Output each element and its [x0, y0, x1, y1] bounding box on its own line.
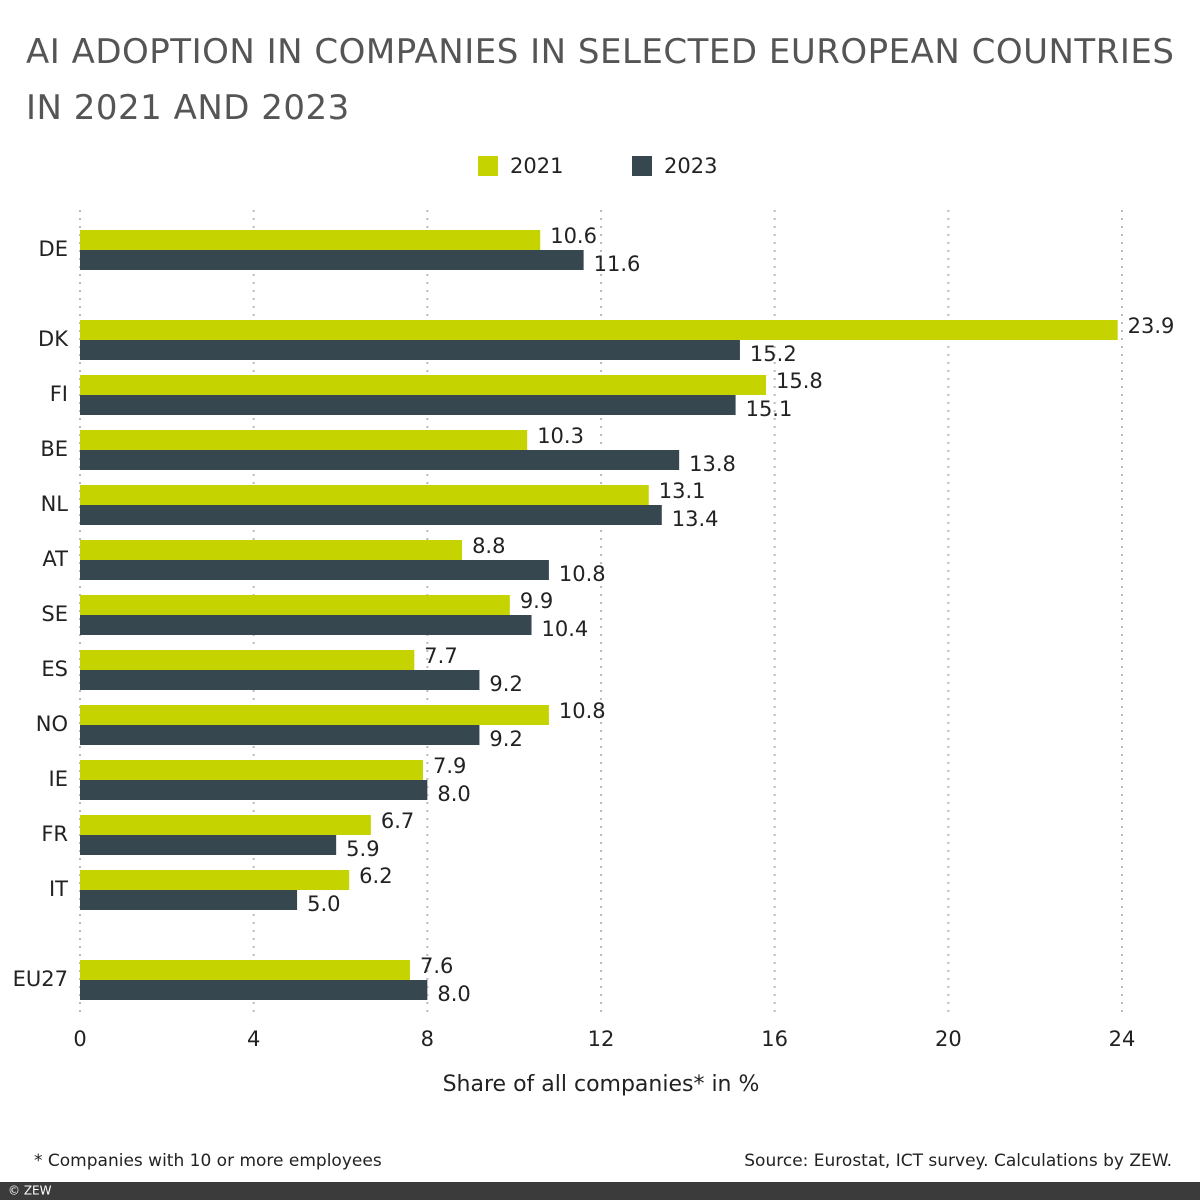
value-label: 8.0 [437, 782, 470, 806]
value-label: 15.2 [750, 342, 797, 366]
x-tick-label: 4 [247, 1027, 260, 1051]
bar [80, 835, 337, 855]
bar [80, 320, 1118, 340]
bar [80, 980, 428, 1000]
bar [80, 670, 480, 690]
y-tick-label: ES [41, 657, 68, 681]
bar [80, 230, 541, 250]
bar [80, 560, 549, 580]
bar [80, 485, 649, 505]
legend-swatch [478, 156, 498, 176]
bar [80, 595, 510, 615]
y-tick-label: FR [41, 822, 68, 846]
value-label: 15.1 [746, 397, 793, 421]
legend-label: 2021 [510, 154, 563, 178]
footnote: * Companies with 10 or more employees [34, 1151, 382, 1171]
bar [80, 395, 736, 415]
value-label: 10.8 [559, 699, 606, 723]
bar [80, 250, 584, 270]
value-label: 7.9 [433, 754, 466, 778]
bar [80, 375, 766, 395]
value-label: 9.2 [489, 672, 522, 696]
value-label: 11.6 [594, 252, 641, 276]
bar [80, 705, 549, 725]
value-label: 13.4 [672, 507, 719, 531]
value-label: 10.6 [550, 224, 597, 248]
legend-swatch [632, 156, 652, 176]
value-label: 13.1 [659, 479, 706, 503]
y-tick-label: DK [38, 327, 69, 351]
value-label: 9.9 [520, 589, 553, 613]
bar [80, 430, 528, 450]
bar [80, 760, 423, 780]
value-label: 9.2 [489, 727, 522, 751]
bar [80, 650, 415, 670]
source: Source: Eurostat, ICT survey. Calculatio… [744, 1151, 1172, 1171]
bar [80, 725, 480, 745]
footer-bar [0, 1182, 1200, 1200]
y-tick-label: NL [41, 492, 69, 516]
bar [80, 540, 463, 560]
x-tick-label: 12 [588, 1027, 615, 1051]
value-label: 13.8 [689, 452, 736, 476]
y-tick-label: FI [50, 382, 68, 406]
bar [80, 890, 298, 910]
x-tick-label: 20 [935, 1027, 962, 1051]
value-label: 10.4 [542, 617, 589, 641]
bar [80, 815, 371, 835]
value-label: 5.0 [307, 892, 340, 916]
value-label: 8.8 [472, 534, 505, 558]
chart-title: AI ADOPTION IN COMPANIES IN SELECTED EUR… [26, 32, 1175, 128]
value-label: 5.9 [346, 837, 379, 861]
copyright: © ZEW [8, 1184, 52, 1198]
value-label: 15.8 [776, 369, 823, 393]
value-label: 6.7 [381, 809, 414, 833]
x-tick-label: 0 [73, 1027, 86, 1051]
y-tick-label: IT [49, 877, 68, 901]
bar [80, 960, 410, 980]
value-label: 6.2 [359, 864, 392, 888]
x-tick-label: 24 [1109, 1027, 1136, 1051]
y-tick-label: BE [40, 437, 68, 461]
bar [80, 505, 662, 525]
y-tick-label: DE [39, 237, 68, 261]
bar [80, 340, 740, 360]
bar [80, 870, 350, 890]
x-axis-label: Share of all companies* in % [443, 1072, 760, 1097]
bar [80, 780, 428, 800]
y-tick-label: NO [36, 712, 68, 736]
y-tick-label: SE [41, 602, 68, 626]
y-tick-label: AT [42, 547, 68, 571]
x-tick-label: 16 [761, 1027, 788, 1051]
y-tick-label: EU27 [13, 967, 68, 991]
bar [80, 450, 680, 470]
x-tick-label: 8 [421, 1027, 434, 1051]
value-label: 10.3 [537, 424, 584, 448]
value-label: 10.8 [559, 562, 606, 586]
value-label: 7.6 [420, 954, 453, 978]
value-label: 8.0 [437, 982, 470, 1006]
value-label: 23.9 [1128, 314, 1175, 338]
value-label: 7.7 [424, 644, 457, 668]
legend-label: 2023 [664, 154, 717, 178]
y-tick-label: IE [49, 767, 68, 791]
bar [80, 615, 532, 635]
